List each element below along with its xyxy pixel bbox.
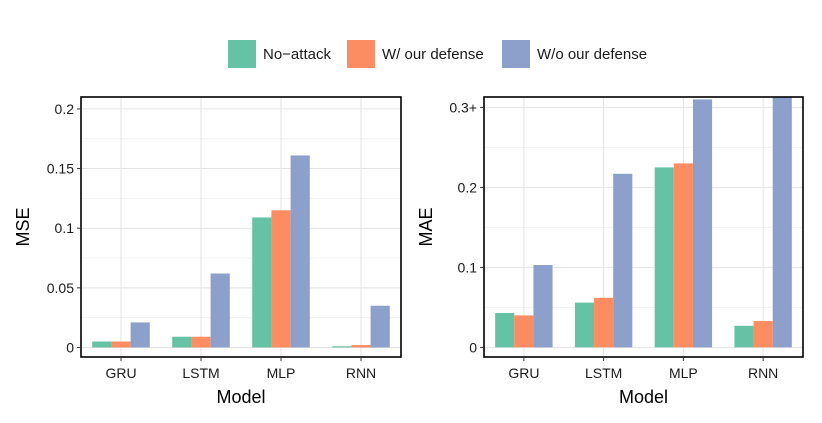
y-axis-title: MSE <box>13 207 33 246</box>
y-tick-label: 0.05 <box>47 280 74 296</box>
bar-mae-lstm-series-3 <box>613 173 633 348</box>
x-tick-label-lstm: LSTM <box>182 365 219 381</box>
bar-mse-lstm-series-2 <box>191 336 211 348</box>
legend: No−attack W/ our defense W/o our defense <box>0 40 822 68</box>
bar-mae-rnn-series-1 <box>734 325 754 348</box>
panel-border <box>80 96 402 358</box>
bar-mse-lstm-series-1 <box>172 336 192 348</box>
bar-mse-rnn-series-2 <box>351 345 371 348</box>
bar-mae-rnn-series-3 <box>772 97 792 348</box>
bar-mae-gru-series-3 <box>533 265 553 348</box>
y-tick-label: 0.1 <box>55 220 75 236</box>
bar-mae-gru-series-1 <box>495 313 515 348</box>
bar-mse-gru-series-1 <box>92 341 112 348</box>
legend-item-no-attack: No−attack <box>228 40 331 68</box>
bar-mae-mlp-series-2 <box>673 163 693 348</box>
legend-swatch-no-attack <box>228 40 256 68</box>
bar-mae-lstm-series-2 <box>594 297 614 348</box>
legend-label: No−attack <box>263 45 331 63</box>
y-tick-label: 0.1 <box>458 259 478 275</box>
bar-mae-lstm-series-1 <box>574 302 595 348</box>
bar-mae-mlp-series-1 <box>654 167 674 348</box>
bar-mse-gru-series-3 <box>130 322 150 348</box>
legend-label: W/o our defense <box>537 45 648 63</box>
x-axis-title: Model <box>619 387 668 407</box>
legend-swatch-with-defense <box>347 40 375 68</box>
y-axis-title: MAE <box>416 207 436 246</box>
panel-border <box>483 96 804 358</box>
y-tick-label: 0 <box>469 339 477 355</box>
bar-mse-rnn-series-1 <box>332 346 352 348</box>
y-tick-label: 0 <box>66 339 74 355</box>
y-tick-label: 0.15 <box>47 161 74 177</box>
bar-mse-mlp-series-3 <box>290 155 310 348</box>
x-tick-label-rnn: RNN <box>748 365 778 381</box>
bar-mse-mlp-series-1 <box>252 217 272 348</box>
bar-mse-rnn-series-3 <box>370 305 390 348</box>
bar-mse-lstm-series-3 <box>210 273 230 348</box>
bar-mse-mlp-series-2 <box>271 210 291 348</box>
x-tick-label-lstm: LSTM <box>585 365 622 381</box>
bar-mae-rnn-series-2 <box>753 321 773 348</box>
x-tick-label-rnn: RNN <box>346 365 376 381</box>
bar-mse-gru-series-2 <box>111 341 131 348</box>
x-axis-title: Model <box>216 387 265 407</box>
bar-mae-gru-series-2 <box>514 315 534 348</box>
legend-item-without-defense: W/o our defense <box>502 40 647 68</box>
bars-group <box>495 97 792 348</box>
bar-mae-mlp-series-3 <box>692 99 713 348</box>
x-tick-label-mlp: MLP <box>267 365 296 381</box>
legend-label: W/ our defense <box>382 45 484 63</box>
legend-item-with-defense: W/ our defense <box>347 40 484 68</box>
legend-swatch-without-defense <box>502 40 530 68</box>
x-tick-label-gru: GRU <box>105 365 136 381</box>
y-tick-label: 0.2 <box>55 101 75 117</box>
bars-group <box>92 155 390 348</box>
plot-background <box>81 97 401 357</box>
y-tick-label: 0.2 <box>458 179 478 195</box>
x-tick-label-gru: GRU <box>508 365 539 381</box>
y-tick-label: 0.3+ <box>449 99 477 115</box>
chart-panel-mse: 0 0.05 0.1 0.15 0.2 GRU LSTM MLP RNN Model MSE <box>13 96 402 407</box>
x-tick-label-mlp: MLP <box>669 365 698 381</box>
chart-panel-mae: 0 0.1 0.2 0.3+ GRU LSTM MLP RNN Model MAE <box>416 96 804 407</box>
